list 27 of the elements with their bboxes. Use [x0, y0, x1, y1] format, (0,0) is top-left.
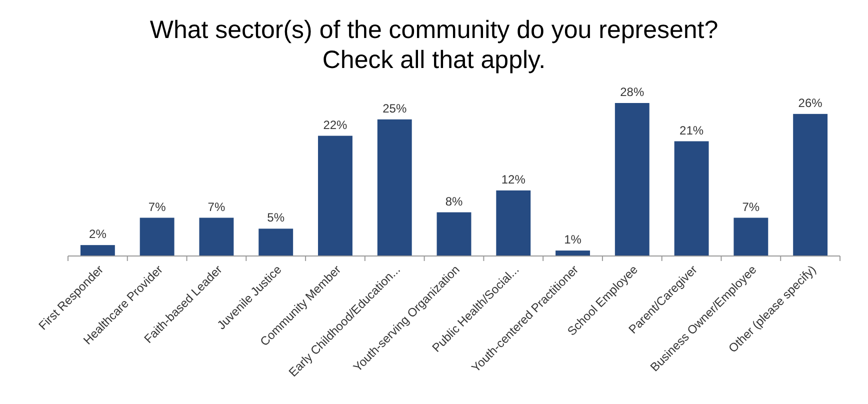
data-label: 7% [148, 200, 166, 214]
data-label: 7% [208, 200, 226, 214]
bar [674, 141, 709, 256]
bar [734, 218, 768, 256]
data-label: 26% [798, 96, 823, 110]
bar [496, 190, 531, 256]
bar [793, 114, 828, 256]
bar [258, 228, 294, 256]
data-label: 25% [382, 101, 407, 116]
bar [436, 212, 472, 256]
data-label: 2% [89, 227, 107, 242]
data-label: 5% [267, 210, 285, 225]
bar [199, 218, 234, 256]
bar [556, 250, 590, 256]
bar [614, 103, 650, 256]
data-label: 1% [564, 232, 582, 247]
data-label: 7% [742, 200, 760, 214]
data-label: 22% [323, 118, 348, 132]
bar [140, 218, 174, 256]
bar [80, 245, 115, 256]
data-label: 12% [501, 172, 526, 186]
data-label: 28% [620, 85, 644, 99]
bar [377, 119, 412, 256]
data-label: 8% [445, 194, 463, 208]
data-label: 21% [680, 123, 704, 138]
chart-title: What sector(s) of the community do you represent? Check all that apply. [150, 16, 718, 74]
bar [318, 136, 352, 256]
